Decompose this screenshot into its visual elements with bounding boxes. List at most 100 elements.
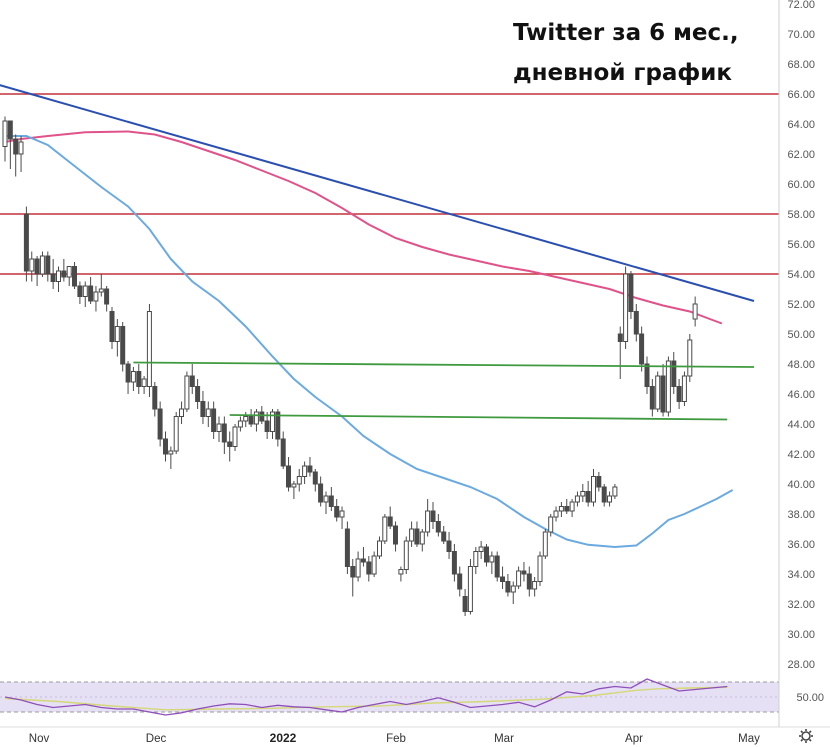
price-tick-label: 48.00: [787, 359, 815, 371]
candle-down: [312, 471, 318, 485]
candle-up: [141, 378, 147, 387]
candle-up: [655, 375, 661, 410]
candle-up: [18, 141, 24, 155]
candle-down: [13, 138, 19, 155]
candle-up: [537, 555, 543, 582]
candle-up: [66, 266, 72, 278]
price-tick-label: 34.00: [787, 569, 815, 581]
candle-up: [291, 483, 297, 488]
candle-up: [253, 411, 259, 425]
candle-up: [398, 569, 404, 575]
candle-up: [473, 551, 479, 567]
candle-up: [516, 570, 522, 587]
price-tick-label: 56.00: [787, 239, 815, 251]
candle-up: [532, 581, 538, 590]
candle-down: [72, 266, 77, 287]
settings-gear-icon[interactable]: [799, 729, 813, 743]
candle-down: [451, 551, 457, 575]
candle-up: [93, 291, 99, 302]
candle-up: [542, 531, 548, 557]
rsi-tick-label: 50.00: [796, 692, 824, 704]
candle-down: [360, 558, 366, 563]
candle-down: [446, 540, 452, 552]
candle-up: [478, 546, 484, 552]
candle-down: [494, 555, 500, 578]
price-axis: 72.00 70.00 68.00 66.00 64.00 62.00 60.00 58.00…: [787, 0, 815, 671]
candle-down: [414, 528, 420, 545]
candle-down: [280, 438, 286, 467]
candle-down: [23, 213, 29, 272]
candle-down: [125, 363, 131, 383]
candle-up: [623, 273, 629, 342]
candle-down: [633, 311, 639, 335]
candle-up: [339, 510, 345, 518]
price-tick-label: 52.00: [787, 299, 815, 311]
time-tick-label: 2022: [270, 731, 297, 745]
candle-up: [692, 303, 698, 320]
price-tick-label: 68.00: [787, 59, 815, 71]
candle-up: [168, 450, 174, 455]
candle-down: [585, 491, 591, 503]
candle-down: [221, 423, 227, 443]
candle-down: [120, 326, 126, 365]
candle-up: [355, 558, 361, 578]
candle-down: [50, 273, 56, 282]
candle-down: [387, 516, 393, 527]
downtrend-line: [0, 84, 755, 302]
candle-up: [146, 311, 152, 387]
candle-up: [665, 360, 671, 413]
chart-title-line-2: дневной график: [513, 60, 732, 86]
price-tick-label: 60.00: [787, 179, 815, 191]
candle-down: [34, 258, 40, 275]
price-tick-label: 46.00: [787, 389, 815, 401]
time-tick-label: Apr: [625, 733, 643, 745]
candle-up: [232, 426, 238, 447]
candle-up: [371, 555, 377, 575]
candle-down: [77, 285, 83, 297]
candle-down: [462, 596, 468, 612]
candle-up: [39, 255, 45, 275]
candle-down: [350, 566, 356, 578]
candle-down: [200, 401, 206, 417]
price-tick-label: 70.00: [787, 29, 815, 41]
trend-lines: [0, 84, 755, 421]
candle-down: [334, 506, 340, 518]
candle-down: [484, 546, 489, 563]
candle-down: [286, 465, 291, 488]
candle-down: [617, 333, 623, 342]
candle-down: [259, 411, 265, 422]
candle-up: [574, 495, 580, 503]
time-tick-label: May: [738, 733, 760, 745]
candle-down: [505, 581, 511, 593]
candle-down: [500, 576, 505, 582]
price-tick-label: 64.00: [787, 119, 815, 131]
candle-down: [275, 411, 281, 440]
candle-down: [644, 363, 650, 387]
candle-down: [393, 525, 398, 545]
price-tick-label: 72.00: [787, 0, 815, 11]
candle-down: [521, 570, 527, 575]
candle-down: [596, 476, 602, 488]
candle-down: [526, 573, 532, 590]
candle-up: [237, 420, 243, 428]
price-tick-label: 28.00: [787, 659, 815, 671]
candle-up: [173, 416, 179, 452]
candle-down: [649, 386, 655, 410]
price-tick-label: 36.00: [787, 539, 815, 551]
candle-up: [56, 270, 61, 282]
candle-down: [227, 441, 233, 447]
candle-down: [318, 483, 324, 503]
candle-down: [189, 375, 195, 387]
moving-averages: [4, 130, 734, 549]
time-tick-label: Feb: [386, 733, 406, 745]
support-line: [229, 414, 728, 421]
candle-down: [109, 311, 115, 342]
price-tick-label: 62.00: [787, 149, 815, 161]
candle-down: [430, 510, 436, 522]
candle-up: [216, 423, 222, 432]
time-tick-label: Mar: [494, 733, 514, 745]
price-tick-label: 50.00: [787, 329, 815, 341]
candle-up: [184, 375, 190, 410]
horizontal-levels: [0, 93, 779, 275]
